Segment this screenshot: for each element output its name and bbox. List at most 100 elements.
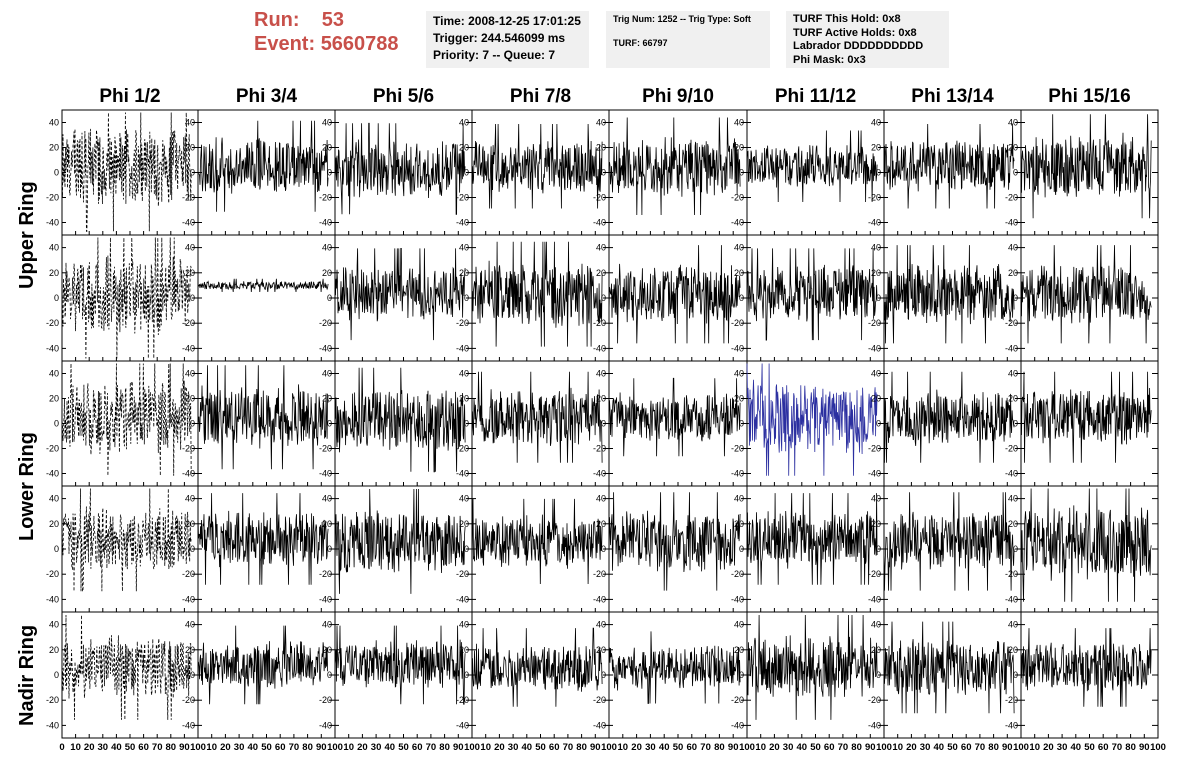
y-tick-label: 40	[871, 369, 881, 379]
event-value: 5660788	[320, 33, 399, 55]
waveform-trace	[197, 493, 329, 585]
y-tick-label: -20	[593, 569, 606, 579]
x-tick-label: 20	[1043, 742, 1054, 753]
y-tick-label: 0	[876, 544, 881, 554]
y-tick-label: 40	[734, 494, 744, 504]
waveform-trace	[61, 614, 192, 720]
time-text: Time: 2008-12-25 17:01:25	[433, 14, 581, 28]
y-tick-label: 0	[876, 419, 881, 429]
y-tick-label: -40	[456, 720, 469, 730]
panel-r4-c6: -40 -20 0 20 40	[731, 485, 885, 613]
x-tick-label: 0	[59, 742, 64, 753]
y-tick-label: 20	[185, 394, 195, 404]
panel-r2-c5: -40 -20 0 20 40	[593, 234, 748, 362]
y-tick-label: 0	[54, 544, 59, 554]
y-tick-label: 20	[1008, 394, 1018, 404]
waveform-trace	[61, 237, 192, 359]
x-tick-label: 30	[1057, 742, 1068, 753]
y-tick-label: 20	[459, 519, 469, 529]
waveform-trace	[471, 627, 603, 707]
waveform-trace	[471, 498, 603, 585]
panel-r5-c4: -40 -20 0 20 40	[456, 611, 610, 739]
y-tick-label: 40	[596, 118, 606, 128]
y-tick-label: -40	[456, 469, 469, 479]
waveform-trace	[1020, 114, 1152, 219]
x-tick-label: 100	[190, 742, 206, 753]
y-tick-label: -40	[319, 720, 332, 730]
y-tick-label: 20	[596, 519, 606, 529]
x-tick-label: 40	[1071, 742, 1082, 753]
y-tick-label: -40	[868, 594, 881, 604]
y-tick-label: 40	[49, 369, 59, 379]
y-tick-label: 20	[1008, 143, 1018, 153]
x-tick-label: 40	[248, 742, 259, 753]
run-value: 53	[321, 9, 345, 31]
waveform-trace	[608, 117, 741, 216]
x-tick-label: 60	[1098, 742, 1109, 753]
y-tick-label: 0	[739, 293, 744, 303]
y-tick-label: 40	[49, 243, 59, 253]
run-event-box: Run: 53 Event: 5660788	[254, 8, 424, 56]
x-tick-label: 10	[343, 742, 354, 753]
y-tick-label: 0	[327, 419, 332, 429]
x-tick-label: 60	[138, 742, 149, 753]
panel-r2-c8: -40 -20 0 20 40	[1005, 234, 1159, 362]
panel-r3-c7: -40 -20 0 20 40	[868, 360, 1022, 487]
panel-r2-c4: -40 -20 0 20 40	[456, 234, 610, 362]
column-header-1: Phi 1/2	[99, 86, 161, 107]
y-tick-label: 20	[322, 143, 332, 153]
x-tick-label: 40	[522, 742, 533, 753]
turf-active-holds-text: TURF Active Holds: 0x8	[793, 26, 917, 39]
column-header-8: Phi 15/16	[1048, 86, 1131, 107]
waveform-trace	[197, 625, 329, 705]
y-tick-label: 0	[876, 168, 881, 178]
x-tick-label: 10	[70, 742, 81, 753]
y-tick-label: 0	[464, 544, 469, 554]
waveform-trace	[608, 245, 741, 344]
x-tick-label: 70	[289, 742, 300, 753]
y-tick-label: 20	[871, 268, 881, 278]
y-tick-label: -40	[319, 218, 332, 228]
y-tick-label: 20	[1008, 519, 1018, 529]
waveform-trace	[883, 492, 1015, 591]
x-tick-label: 90	[728, 742, 739, 753]
y-tick-label: 40	[322, 369, 332, 379]
panel-frame	[334, 611, 473, 739]
y-tick-label: -20	[456, 444, 469, 454]
panel-r5-c7: -40 -20 0 20 40	[868, 611, 1022, 739]
panel-r3-c3: -40 -20 0 20 40	[319, 360, 473, 487]
y-tick-label: 20	[871, 394, 881, 404]
x-tick-label: 80	[302, 742, 313, 753]
y-tick-label: -20	[182, 569, 195, 579]
y-tick-label: 40	[871, 243, 881, 253]
panel-r4-c1: -40 -20 0 20 40	[46, 485, 199, 613]
y-tick-label: 0	[327, 293, 332, 303]
x-tick-label: 90	[865, 742, 876, 753]
y-tick-label: 0	[327, 544, 332, 554]
x-tick-label: 60	[549, 742, 560, 753]
y-tick-label: 20	[49, 394, 59, 404]
column-header-2: Phi 3/4	[235, 86, 298, 107]
y-tick-label: 0	[739, 168, 744, 178]
y-tick-label: -40	[1005, 218, 1018, 228]
y-tick-label: -40	[456, 343, 469, 353]
y-tick-label: -20	[456, 318, 469, 328]
x-tick-label: 70	[426, 742, 437, 753]
waveform-trace	[608, 377, 741, 457]
y-tick-label: -40	[319, 469, 332, 479]
y-tick-label: 0	[327, 670, 332, 680]
x-tick-label: 50	[810, 742, 821, 753]
x-tick-label: 40	[385, 742, 396, 753]
y-tick-label: -20	[593, 318, 606, 328]
x-tick-label: 30	[98, 742, 109, 753]
x-tick-label: 80	[714, 742, 725, 753]
column-header-6: Phi 11/12	[774, 86, 857, 107]
y-tick-label: 0	[54, 168, 59, 178]
y-tick-label: -40	[46, 720, 59, 730]
panel-r1-c6: -40 -20 0 20 40	[731, 109, 885, 236]
x-tick-label: 50	[261, 742, 272, 753]
y-tick-label: 0	[601, 419, 606, 429]
panel-r5-c5: -40 -20 0 20 40	[593, 611, 748, 739]
x-tick-label: 20	[357, 742, 368, 753]
